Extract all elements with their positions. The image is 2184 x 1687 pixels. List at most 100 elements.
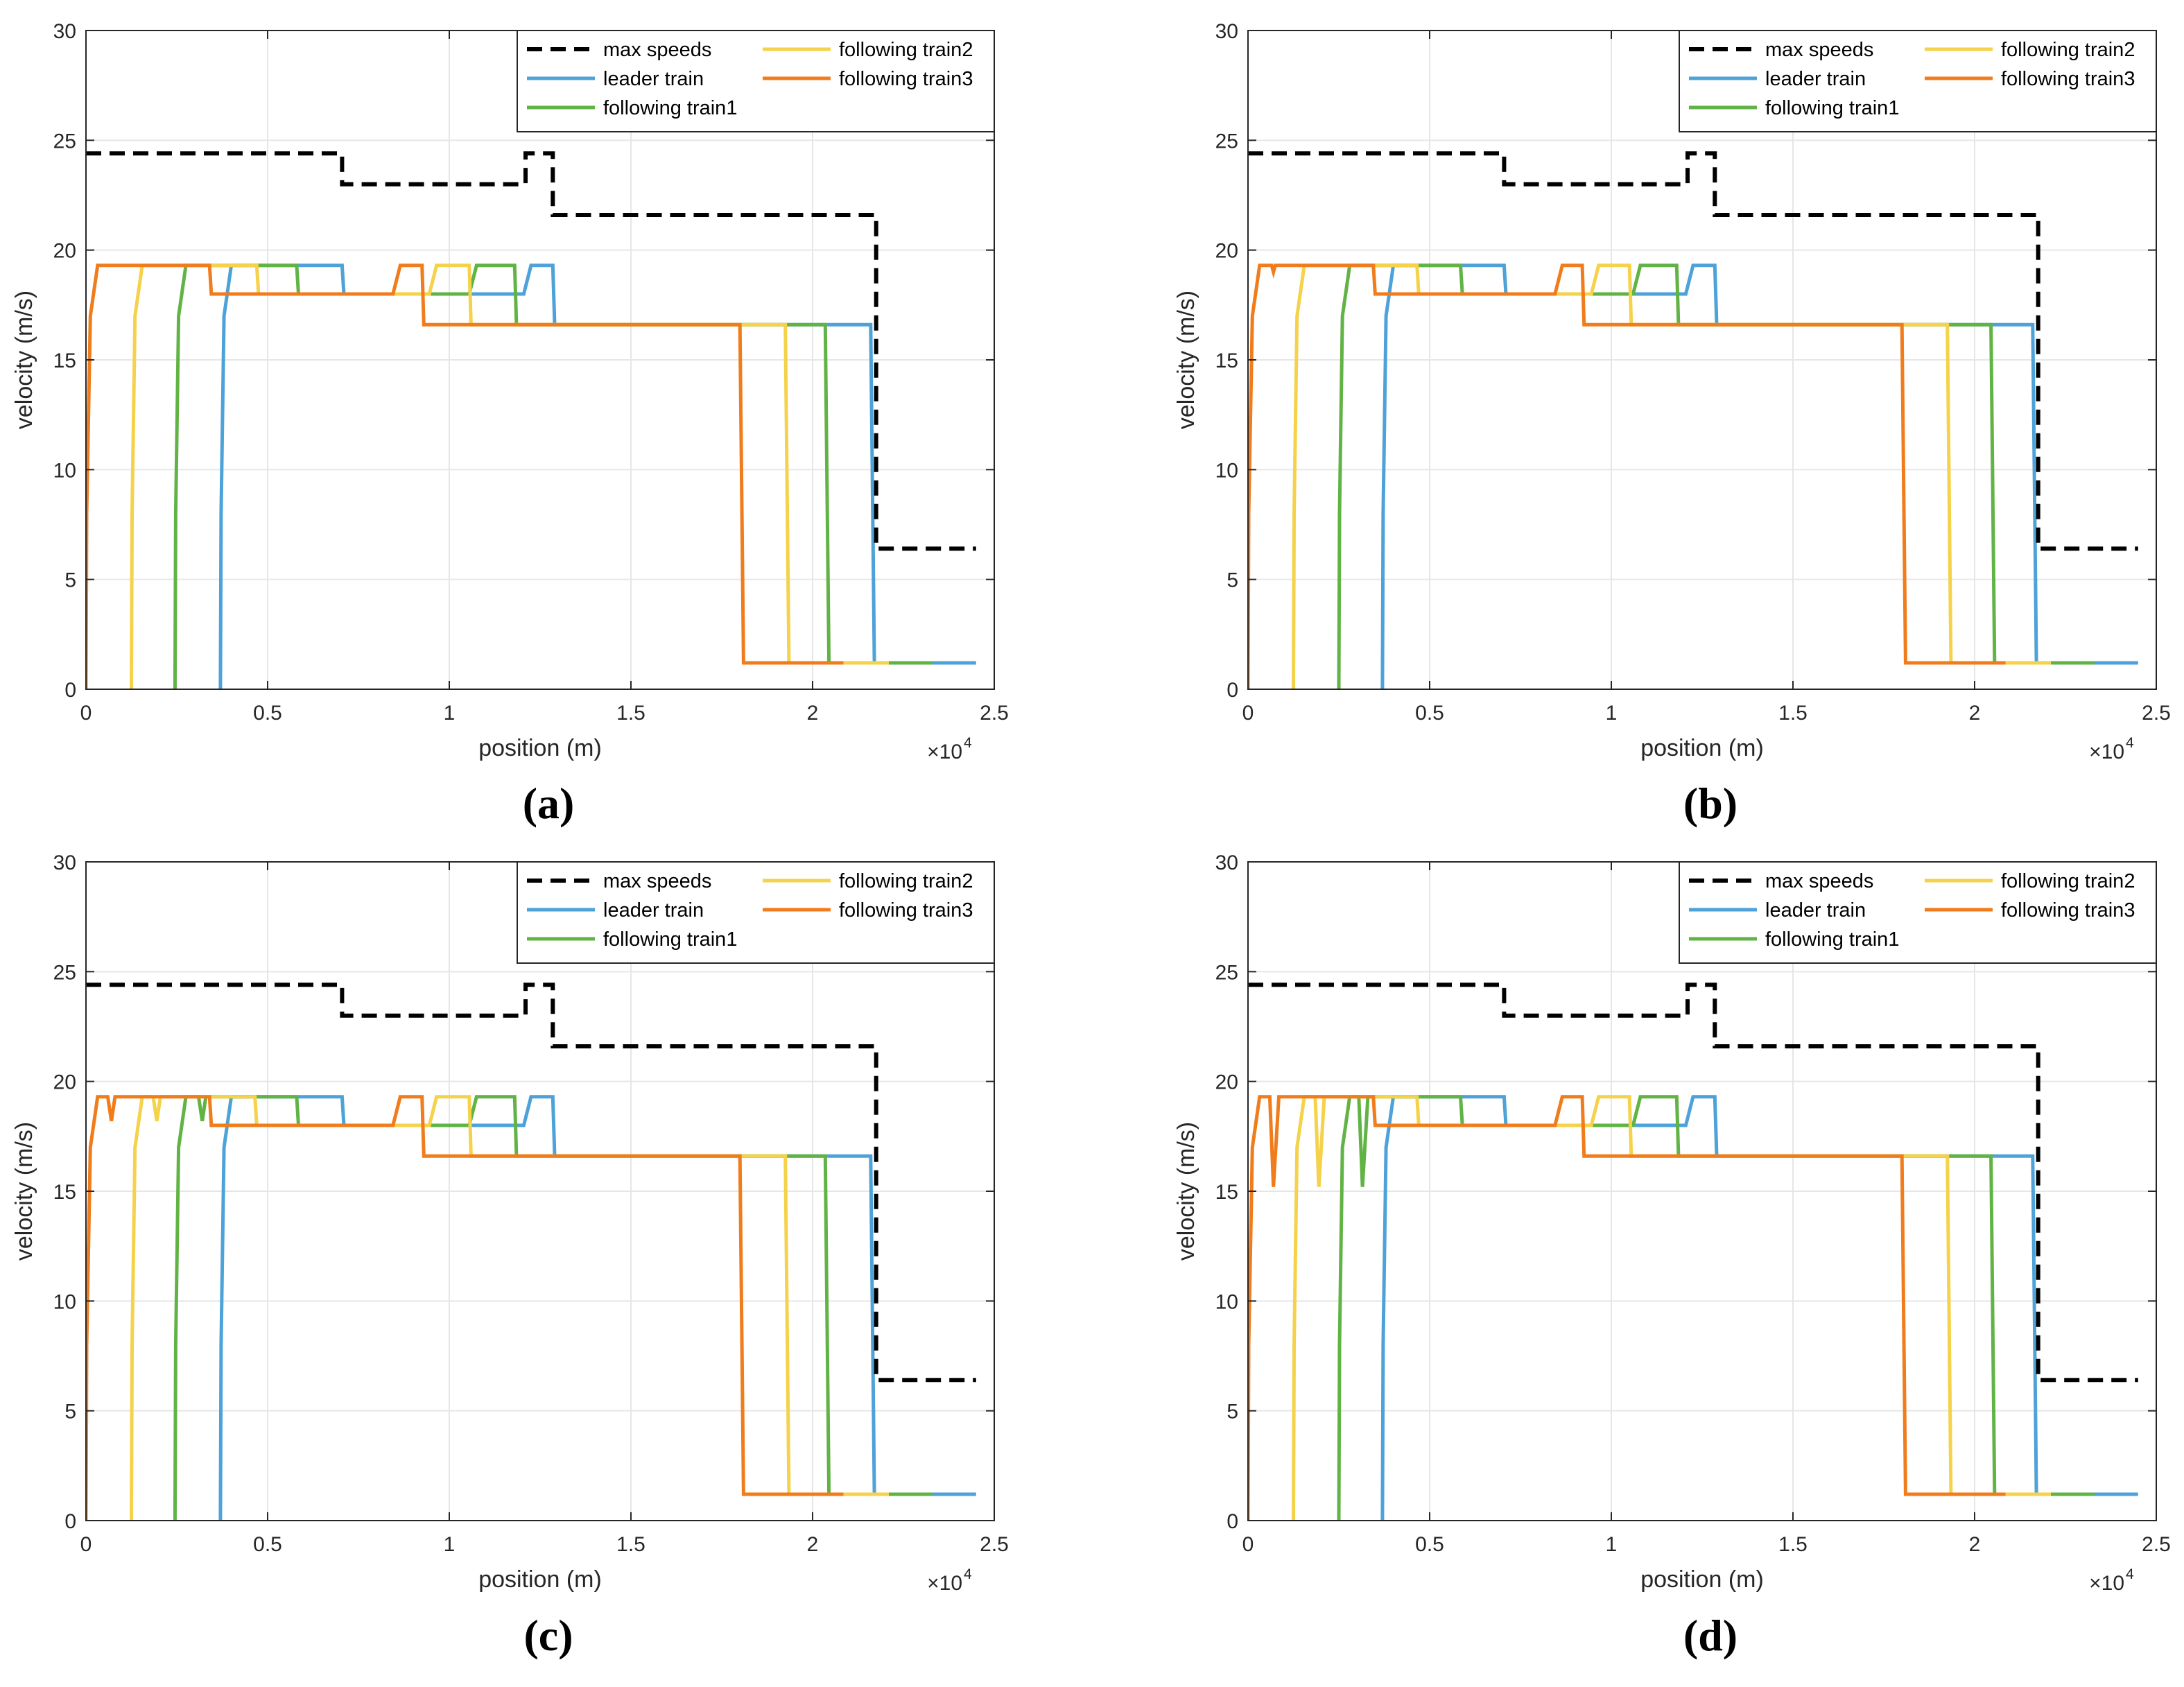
y-tick-label: 10 xyxy=(1215,459,1238,482)
x-tick-label: 2.5 xyxy=(2142,1533,2171,1556)
legend-entry: leader train xyxy=(1765,899,1866,922)
series-line-following-train2 xyxy=(1292,263,2051,689)
y-tick-label: 30 xyxy=(1215,851,1238,874)
series-line-max-speeds xyxy=(86,151,976,551)
x-multiplier: ×10 xyxy=(927,1572,962,1595)
series-line-following-train3 xyxy=(86,263,844,689)
series-line-leader-train xyxy=(1380,1095,2138,1521)
legend-box xyxy=(1679,30,2157,132)
panel-caption: (d) xyxy=(1683,1611,1737,1660)
y-tick-label: 20 xyxy=(1215,1071,1238,1094)
y-tick-label: 0 xyxy=(1227,679,1238,702)
legend-entry: leader train xyxy=(1765,68,1866,90)
panel-caption: (c) xyxy=(523,1611,573,1660)
legend: max speeds following train2 leader train fo… xyxy=(1679,30,2157,132)
x-tick-label: 0.5 xyxy=(253,702,282,725)
y-tick-label: 30 xyxy=(53,851,76,874)
x-tick-label: 0 xyxy=(80,1533,92,1556)
series-group xyxy=(86,151,976,689)
legend-entry: leader train xyxy=(603,68,704,90)
series-line-leader-train xyxy=(1380,263,2138,689)
series-line-following-train3 xyxy=(1248,263,2006,689)
series-line-following-train1 xyxy=(173,1095,933,1521)
x-axis-label: position (m) xyxy=(478,735,602,761)
series-line-leader-train xyxy=(218,1095,976,1521)
legend-entry: following train1 xyxy=(603,97,737,119)
series-line-following-train2 xyxy=(130,1095,889,1521)
y-tick-label: 20 xyxy=(53,240,76,263)
y-tick-label: 5 xyxy=(64,1401,76,1424)
series-group xyxy=(1248,151,2138,689)
x-tick-label: 0 xyxy=(1242,702,1254,725)
legend-entry: max speeds xyxy=(603,870,711,892)
x-tick-label: 0 xyxy=(80,702,92,725)
legend-entry: max speeds xyxy=(603,39,711,61)
x-tick-label: 2 xyxy=(1969,1533,1981,1556)
x-tick-label: 1 xyxy=(1606,1533,1618,1556)
x-multiplier: ×10 xyxy=(2089,741,2124,763)
legend-entry: following train1 xyxy=(1765,928,1899,951)
y-tick-label: 20 xyxy=(1215,240,1238,263)
x-tick-label: 2.5 xyxy=(980,1533,1009,1556)
x-tick-label: 0.5 xyxy=(1415,1533,1444,1556)
legend-entry: leader train xyxy=(603,899,704,922)
legend: max speeds following train2 leader train fo… xyxy=(1679,861,2157,964)
series-line-leader-train xyxy=(218,263,976,689)
y-tick-label: 25 xyxy=(53,961,76,984)
y-tick-label: 15 xyxy=(53,349,76,372)
series-line-max-speeds xyxy=(1248,151,2138,551)
y-tick-label: 25 xyxy=(53,130,76,153)
x-axis-label: position (m) xyxy=(1640,1566,1764,1593)
series-line-following-train2 xyxy=(1292,1095,2051,1521)
x-tick-label: 2 xyxy=(807,702,819,725)
chart-panel: 0 0.5 1 1.5 2 2.5 0 5 10 15 20 25 30 position (m) velo… xyxy=(1173,851,2171,1660)
y-tick-label: 0 xyxy=(64,679,76,702)
legend: max speeds following train2 leader train fo… xyxy=(517,861,995,964)
x-axis-label: position (m) xyxy=(478,1566,602,1593)
y-tick-label: 5 xyxy=(1227,569,1238,592)
x-multiplier: ×10 xyxy=(2089,1572,2124,1595)
panel-caption: (a) xyxy=(523,779,575,828)
y-tick-label: 20 xyxy=(53,1071,76,1094)
y-axis-label: velocity (m/s) xyxy=(11,291,37,429)
y-tick-label: 15 xyxy=(1215,349,1238,372)
y-axis-label: velocity (m/s) xyxy=(1173,1122,1199,1261)
legend-box xyxy=(1679,861,2157,964)
legend-entry: following train3 xyxy=(839,68,973,90)
x-tick-label: 2.5 xyxy=(980,702,1009,725)
series-line-following-train3 xyxy=(1248,1095,2006,1521)
legend-entry: following train3 xyxy=(2001,899,2135,922)
x-axis-label: position (m) xyxy=(1640,735,1764,761)
y-tick-label: 0 xyxy=(1227,1510,1238,1533)
legend-box xyxy=(517,30,995,132)
legend-entry: following train1 xyxy=(1765,97,1899,119)
x-tick-label: 1 xyxy=(444,1533,456,1556)
x-tick-label: 1.5 xyxy=(1778,702,1808,725)
legend-entry: following train2 xyxy=(2001,39,2135,61)
y-tick-label: 15 xyxy=(53,1181,76,1204)
legend-entry: following train3 xyxy=(2001,68,2135,90)
y-tick-label: 15 xyxy=(1215,1181,1238,1204)
chart-panel: 0 0.5 1 1.5 2 2.5 0 5 10 15 20 25 30 position (m) velo… xyxy=(11,20,1009,828)
y-tick-label: 30 xyxy=(1215,20,1238,43)
x-tick-label: 2.5 xyxy=(2142,702,2171,725)
series-line-max-speeds xyxy=(1248,983,2138,1383)
legend-entry: following train2 xyxy=(839,39,973,61)
x-tick-label: 0 xyxy=(1242,1533,1254,1556)
x-tick-label: 1 xyxy=(444,702,456,725)
series-line-following-train2 xyxy=(130,263,889,689)
series-line-max-speeds xyxy=(86,983,976,1383)
legend-box xyxy=(517,861,995,964)
legend-entry: following train2 xyxy=(839,870,973,892)
panel-caption: (b) xyxy=(1683,779,1737,828)
y-axis-label: velocity (m/s) xyxy=(11,1122,37,1261)
y-tick-label: 10 xyxy=(53,1290,76,1313)
series-line-following-train3 xyxy=(86,1095,844,1521)
x-multiplier-exponent: 4 xyxy=(964,1566,972,1582)
y-tick-label: 5 xyxy=(64,569,76,592)
x-tick-label: 0.5 xyxy=(253,1533,282,1556)
legend-entry: following train3 xyxy=(839,899,973,922)
legend-entry: following train2 xyxy=(2001,870,2135,892)
legend-entry: max speeds xyxy=(1765,870,1873,892)
y-tick-label: 0 xyxy=(64,1510,76,1533)
